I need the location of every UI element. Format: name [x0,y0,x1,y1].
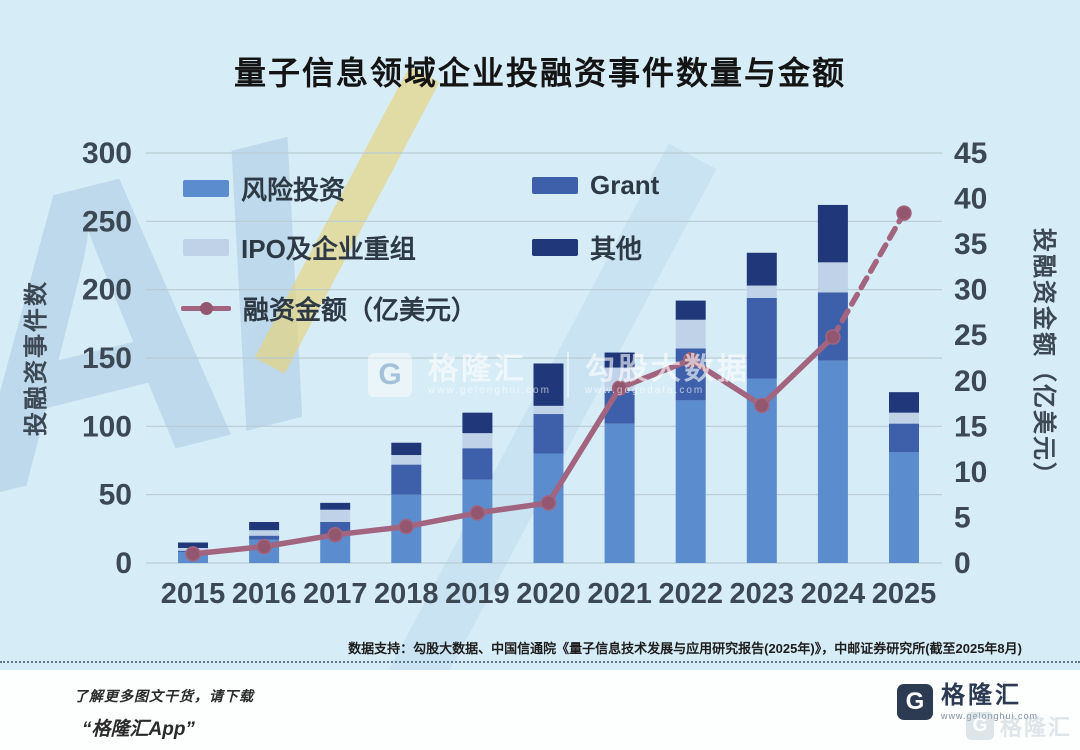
svg-text:300: 300 [82,137,132,170]
svg-text:250: 250 [82,205,132,238]
combo-chart: 0501001502002503000510152025303540452015… [23,137,1058,610]
bar-2022 [675,300,706,563]
svg-text:5: 5 [954,501,971,534]
promo-line1: 了解更多图文干货，请下载 [74,688,254,704]
stacked-bars [178,204,919,563]
svg-text:35: 35 [954,228,987,261]
svg-text:40: 40 [954,183,987,216]
gelonghui-logo-icon: G [965,712,994,740]
svg-text:100: 100 [82,410,132,443]
bar-2021 [604,352,635,563]
svg-text:45: 45 [954,137,987,170]
watermark-url1: www.gelonghui.com [428,384,551,396]
svg-text:2025: 2025 [872,578,937,610]
svg-text:25: 25 [954,319,987,352]
chart-region: AI 量子信息领域企业投融资事件数量与金额 0 50 100 150 200 250 300… [0,0,1080,717]
bar-2024 [817,204,848,563]
svg-text:20: 20 [954,365,987,398]
svg-text:15: 15 [954,410,987,443]
gelonghui-logo-icon: G [368,353,412,397]
gelonghui-logo-icon: G [896,684,933,720]
svg-text:2021: 2021 [587,578,652,610]
watermark-url2: www.gogodata.com [584,384,705,396]
bar-2017 [320,502,351,563]
bar-2025 [889,392,919,563]
app-promo: 了解更多图文干货，请下载 “格隆汇App” [74,686,254,741]
data-source-note: 数据支持：勾股大数据、中国信通院《量子信息技术发展与应用研究报告(2025年)》… [348,641,1022,656]
watermark-divider [566,352,569,398]
brand-name-ghost: 格隆汇 [999,715,1072,740]
svg-text:150: 150 [82,342,132,375]
svg-text:2024: 2024 [801,578,866,610]
watermark-brand2: 勾股大数据 [584,353,750,386]
brand-name: 格隆汇 [940,682,1022,709]
bar-2018 [391,442,422,563]
brand-url: www.gelonghui.com [941,711,1038,721]
bar-2019 [462,412,493,563]
gelonghui-footer-logo: G 格隆汇 www.gelonghui.com [896,682,1038,721]
svg-text:50: 50 [99,479,132,512]
svg-text:2022: 2022 [658,578,723,610]
gelonghui-logo-ghost: G 格隆汇 [965,710,1072,742]
svg-text:10: 10 [954,456,987,489]
svg-text:0: 0 [954,547,971,580]
svg-text:2020: 2020 [516,578,581,610]
svg-text:200: 200 [82,274,132,307]
bar-2023 [746,252,777,563]
svg-text:投融资金额（亿美元）: 投融资金额（亿美元） [1030,228,1058,488]
promo-line2: “格隆汇App” [82,719,195,740]
watermark-brand1: 格隆汇 [428,353,527,386]
svg-text:30: 30 [954,274,987,307]
dotted-separator [0,661,1080,663]
svg-text:2015: 2015 [161,578,226,610]
svg-text:2018: 2018 [374,578,439,610]
footer-strip: 了解更多图文干货，请下载 “格隆汇App” G 格隆汇 www.gelonghu… [0,670,1080,750]
center-watermark: G 格隆汇 www.gelonghui.com 勾股大数据 www.gogoda… [368,352,750,398]
axis-ticks: 0501001502002503000510152025303540452015… [23,137,1058,610]
svg-text:2023: 2023 [730,578,795,610]
svg-text:2016: 2016 [232,578,297,610]
svg-text:0: 0 [115,547,132,580]
amount-line [185,205,912,562]
svg-text:投融资事件数: 投融资事件数 [23,280,50,436]
svg-text:2017: 2017 [303,578,368,610]
page-title: 量子信息领域企业投融资事件数量与金额 [233,55,846,91]
svg-text:2019: 2019 [445,578,510,610]
